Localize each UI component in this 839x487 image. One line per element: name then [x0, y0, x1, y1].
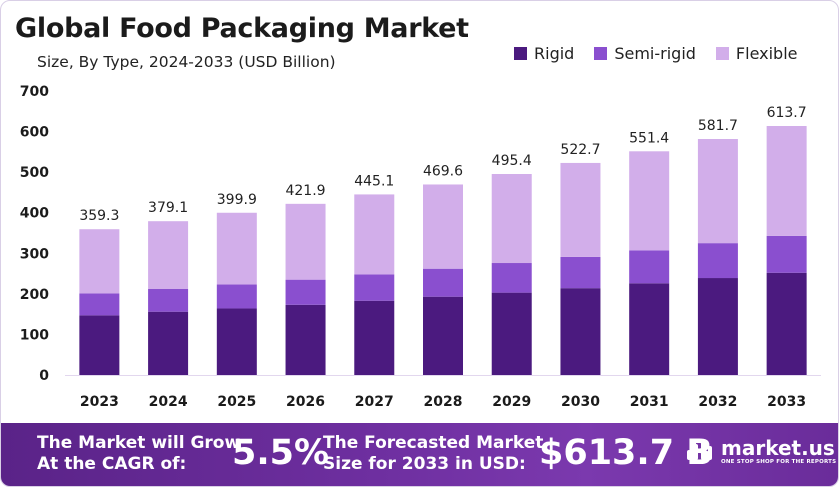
bar-segment-flexible — [629, 151, 670, 251]
y-tick-label: 0 — [39, 368, 49, 384]
bar-segment-semi-rigid — [697, 243, 738, 279]
forecast-caption-line2: Size for 2033 in USD: — [323, 454, 526, 474]
brand-mark-icon — [687, 440, 712, 464]
bar-segment-rigid — [354, 300, 395, 375]
brand-name: market.us — [721, 436, 835, 460]
bar-segment-flexible — [697, 138, 738, 244]
bar-segment-semi-rigid — [491, 263, 532, 293]
total-value-label: 551.4 — [629, 130, 669, 146]
x-tick-label: 2027 — [355, 394, 394, 410]
cagr-caption: The Market will Grow At the CAGR of: — [37, 433, 240, 475]
legend-label-rigid: Rigid — [534, 44, 575, 63]
y-tick-label: 200 — [20, 287, 49, 303]
bar-segment-semi-rigid — [354, 274, 395, 301]
forecast-value: $613.7 B — [539, 433, 713, 473]
x-tick-label: 2031 — [630, 394, 669, 410]
y-tick-label: 300 — [20, 246, 49, 262]
bar-segment-semi-rigid — [766, 235, 807, 273]
total-value-label: 399.9 — [217, 192, 257, 208]
bar-segment-flexible — [216, 212, 257, 285]
x-tick-label: 2032 — [698, 394, 737, 410]
bar-segment-semi-rigid — [423, 268, 463, 297]
bar-segment-flexible — [148, 221, 189, 289]
summary-banner: The Market will Grow At the CAGR of: 5.5… — [1, 423, 838, 486]
cagr-value: 5.5% — [232, 433, 330, 473]
brand-tagline: ONE STOP SHOP FOR THE REPORTS — [721, 459, 837, 465]
total-value-label: 421.9 — [285, 183, 325, 199]
y-tick-label: 700 — [20, 84, 49, 100]
bar-segment-flexible — [285, 203, 326, 280]
x-tick-label: 2023 — [80, 394, 119, 410]
bar-segment-rigid — [629, 283, 670, 375]
total-value-label: 495.4 — [492, 153, 532, 169]
bar-segment-rigid — [216, 308, 257, 375]
chart-title: Global Food Packaging Market — [15, 13, 469, 44]
bar-segment-flexible — [423, 184, 463, 269]
bar-segment-flexible — [79, 229, 120, 294]
bar-segment-flexible — [491, 174, 532, 264]
bar-segment-semi-rigid — [79, 293, 120, 316]
cagr-caption-line1: The Market will Grow — [37, 433, 241, 453]
x-tick-label: 2030 — [561, 394, 600, 410]
total-value-label: 445.1 — [354, 173, 394, 189]
total-value-label: 469.6 — [423, 163, 463, 179]
bar-segment-rigid — [148, 311, 189, 375]
x-tick-label: 2033 — [767, 394, 806, 410]
brand-text: market.us ONE STOP SHOP FOR THE REPORTS — [721, 437, 836, 465]
total-value-label: 379.1 — [148, 200, 188, 216]
bar-segment-flexible — [354, 194, 395, 275]
legend-item-semi-rigid: Semi-rigid — [594, 44, 696, 63]
legend: Rigid Semi-rigid Flexible — [514, 44, 818, 63]
bar-chart: 0 100 200 300 400 500 600 700 359.3 2023 379.1 2024… — [20, 84, 821, 410]
y-tick-label: 600 — [20, 125, 49, 141]
legend-swatch-flexible — [715, 47, 729, 60]
x-tick-label: 2025 — [217, 394, 256, 410]
bar-segment-rigid — [697, 278, 738, 375]
y-tick-label: 500 — [20, 165, 49, 181]
x-tick-label: 2028 — [424, 394, 463, 410]
legend-swatch-semi-rigid — [594, 47, 608, 60]
bar-segment-rigid — [560, 288, 601, 375]
bar-segment-rigid — [285, 304, 326, 375]
y-tick-label: 400 — [20, 206, 49, 222]
x-tick-label: 2026 — [286, 394, 325, 410]
cagr-caption-line2: At the CAGR of: — [37, 454, 187, 474]
bar-segment-semi-rigid — [285, 279, 326, 305]
legend-item-rigid: Rigid — [514, 44, 574, 63]
total-value-label: 359.3 — [79, 208, 119, 224]
legend-label-flexible: Flexible — [735, 44, 798, 63]
y-tick-label: 100 — [20, 327, 49, 343]
bar-segment-rigid — [79, 315, 120, 375]
legend-label-semi-rigid: Semi-rigid — [614, 44, 696, 63]
bar-segment-rigid — [423, 296, 463, 375]
bar-segment-semi-rigid — [216, 284, 257, 309]
legend-swatch-rigid — [514, 47, 527, 60]
total-value-label: 581.7 — [698, 118, 738, 134]
total-value-label: 613.7 — [767, 105, 807, 121]
bar-segment-rigid — [491, 292, 532, 375]
bar-segment-flexible — [560, 162, 601, 257]
bar-segment-semi-rigid — [560, 256, 601, 289]
bar-segment-semi-rigid — [629, 250, 670, 284]
bar-segment-semi-rigid — [148, 288, 189, 312]
legend-item-flexible: Flexible — [715, 44, 798, 63]
forecast-caption: The Forecasted Market Size for 2033 in U… — [323, 433, 543, 475]
total-value-label: 522.7 — [560, 142, 600, 158]
bar-segment-rigid — [766, 272, 807, 375]
forecast-caption-line1: The Forecasted Market — [323, 433, 544, 453]
brand-logo: market.us ONE STOP SHOP FOR THE REPORTS — [685, 436, 836, 466]
bar-segment-flexible — [766, 126, 807, 236]
x-tick-label: 2029 — [492, 394, 531, 410]
x-tick-label: 2024 — [149, 394, 188, 410]
chart-subtitle: Size, By Type, 2024-2033 (USD Billion) — [37, 53, 336, 71]
